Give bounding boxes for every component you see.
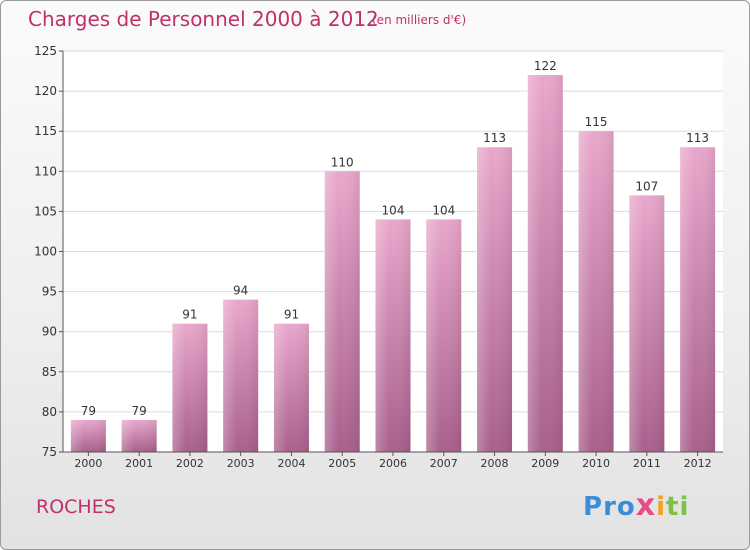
data-label: 104 [432,203,455,217]
data-label: 91 [182,308,197,322]
bar-sheen [223,299,259,452]
bar-sheen [375,219,411,452]
x-tick-label: 2012 [684,457,712,470]
bar-sheen [426,219,462,452]
y-tick-label: 95 [42,285,57,299]
proxiti-logo: Proxiti [583,488,689,523]
data-label: 107 [635,179,658,193]
y-tick-label: 125 [34,44,57,58]
x-tick-label: 2004 [277,457,305,470]
data-label: 79 [81,404,96,418]
y-tick-label: 90 [42,325,57,339]
x-tick-label: 2010 [582,457,610,470]
logo-letter: o [616,492,636,522]
x-tick-label: 2003 [227,457,255,470]
bars-layer: 79 79 91 94 91 110 104 104 113 122 115 107 113 [70,59,716,453]
logo-letter: t [666,492,680,522]
x-tick-label: 2000 [74,457,102,470]
x-tick-label: 2001 [125,457,153,470]
bar-sheen [477,147,513,453]
chart-title: Charges de Personnel 2000 à 2012 [28,7,379,31]
bar-sheen [70,419,106,452]
x-tick-label: 2009 [531,457,559,470]
logo-letter: i [656,492,667,522]
logo-letter: x [635,488,657,523]
x-tick-label: 2011 [633,457,661,470]
x-tick-label: 2002 [176,457,204,470]
place-name: ROCHES [36,496,116,518]
bar-sheen [629,195,665,453]
data-label: 79 [132,404,147,418]
x-tick-label: 2006 [379,457,407,470]
axis-layer: 75 80 85 90 95 100 105 110 115 120 125 2000 2001 2002… [34,44,723,470]
data-label: 122 [534,59,557,73]
x-tick-label: 2005 [328,457,356,470]
y-tick-label: 75 [42,445,57,459]
logo-letter: r [603,492,617,522]
bar-sheen [680,147,716,453]
y-tick-label: 100 [34,245,57,259]
y-tick-label: 105 [34,204,57,218]
y-tick-label: 120 [34,84,57,98]
data-label: 113 [686,131,709,145]
bar-sheen [273,323,309,452]
bar-sheen [578,131,614,452]
x-tick-label: 2007 [430,457,458,470]
bar-sheen [527,75,563,452]
logo-letter: P [583,492,604,522]
x-tick-label: 2008 [481,457,509,470]
data-label: 94 [233,284,248,298]
chart-subtitle: (en milliers d'€) [372,13,467,27]
data-label: 113 [483,131,506,145]
y-tick-label: 80 [42,405,57,419]
logo-letter: i [679,492,690,522]
bar-sheen [172,323,208,452]
data-label: 104 [382,203,405,217]
y-tick-label: 115 [34,124,57,138]
data-label: 91 [284,308,299,322]
data-label: 115 [585,115,608,129]
bar-sheen [324,171,360,453]
bar-sheen [121,419,157,452]
y-tick-label: 85 [42,365,57,379]
data-label: 110 [331,155,354,169]
y-tick-label: 110 [34,164,57,178]
